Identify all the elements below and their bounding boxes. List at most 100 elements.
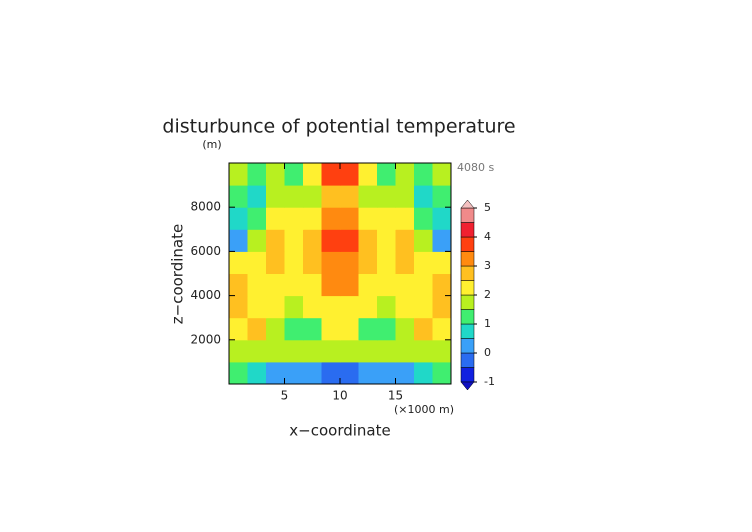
contour-cell — [432, 207, 452, 230]
contour-cell — [303, 163, 322, 186]
contour-cell — [284, 295, 304, 319]
contour-cell — [395, 295, 415, 319]
colorbar-tick-label: 4 — [484, 230, 491, 243]
contour-cell — [395, 207, 415, 230]
contour-cell — [247, 317, 267, 341]
colorbar-band — [460, 367, 475, 383]
contour-cell — [284, 207, 304, 230]
contour-cell — [266, 339, 285, 363]
contour-cell — [284, 229, 304, 252]
contour-cell — [266, 295, 285, 319]
contour-cell — [321, 317, 341, 341]
contour-cell — [414, 273, 433, 297]
contour-cell — [247, 339, 267, 363]
colorbar-band — [460, 309, 475, 325]
contour-cell — [284, 251, 304, 274]
colorbar-over — [460, 199, 475, 209]
y-axis-label: z−coordinate — [169, 224, 187, 324]
contour-cell — [414, 163, 433, 186]
contour-cell — [247, 273, 267, 297]
contour-cell — [303, 251, 322, 274]
contour-cell — [414, 317, 433, 341]
contour-cell — [340, 185, 359, 208]
contour-cell — [358, 229, 378, 252]
contour-cell — [432, 229, 452, 252]
contour-cell — [414, 361, 433, 385]
colorbar-band — [460, 207, 475, 223]
contour-cell — [414, 295, 433, 319]
contour-cell — [247, 251, 267, 274]
contour-cell — [377, 207, 396, 230]
contour-cell — [340, 317, 359, 341]
colorbar-tick-label: -1 — [484, 375, 495, 388]
contour-cell — [247, 295, 267, 319]
contour-cell — [377, 251, 396, 274]
contour-cell — [229, 339, 248, 363]
contour-cell — [432, 185, 452, 208]
contour-cell — [340, 361, 359, 385]
contour-cell — [377, 339, 396, 363]
contour-cell — [266, 317, 285, 341]
contour-cell — [340, 339, 359, 363]
contour-cell — [395, 339, 415, 363]
contour-cell — [321, 251, 341, 274]
chart-title: disturbunce of potential temperature — [162, 116, 515, 138]
contour-cell — [284, 185, 304, 208]
contour-cell — [229, 317, 248, 341]
contour-cell — [303, 185, 322, 208]
contour-cell — [358, 251, 378, 274]
contour-cell — [358, 361, 378, 385]
colorbar-band — [460, 352, 475, 368]
contour-cell — [340, 229, 359, 252]
colorbar-band — [460, 222, 475, 238]
contour-cell — [395, 273, 415, 297]
contour-cell — [266, 361, 285, 385]
contour-cell — [358, 339, 378, 363]
contour-cell — [303, 207, 322, 230]
contour-cell — [229, 251, 248, 274]
contour-cell — [358, 163, 378, 186]
y-tick-label: 8000 — [190, 200, 221, 214]
colorbar-band — [460, 236, 475, 252]
contour-cell — [432, 163, 452, 186]
contour-cell — [358, 295, 378, 319]
contour-cell — [414, 185, 433, 208]
contour-cell — [395, 251, 415, 274]
contour-cell — [377, 361, 396, 385]
contour-cell — [229, 163, 248, 186]
contour-cell — [284, 317, 304, 341]
contour-cell — [358, 317, 378, 341]
contour-cell — [321, 361, 341, 385]
contour-cell — [321, 185, 341, 208]
y-tick-label: 2000 — [190, 332, 221, 346]
contour-cell — [395, 185, 415, 208]
contour-cell — [321, 229, 341, 252]
x-tick-label: 5 — [281, 389, 289, 403]
x-unit: (×1000 m) — [394, 403, 454, 416]
colorbar-tick-label: 1 — [484, 317, 491, 330]
contour-cell — [266, 185, 285, 208]
colorbar-tick-label: 2 — [484, 288, 491, 301]
colorbar-band — [460, 294, 475, 310]
contour-cell — [229, 273, 248, 297]
contour-cell — [358, 207, 378, 230]
colorbar-band — [460, 338, 475, 354]
contour-cell — [247, 185, 267, 208]
contour-cell — [377, 295, 396, 319]
contour-cell — [266, 229, 285, 252]
contour-cell — [284, 361, 304, 385]
contour-cell — [247, 229, 267, 252]
contour-cell — [229, 229, 248, 252]
contour-cell — [229, 295, 248, 319]
colorbar-band — [460, 265, 475, 281]
contour-cell — [266, 207, 285, 230]
contour-cell — [340, 207, 359, 230]
x-tick-label: 10 — [332, 389, 347, 403]
contour-cell — [284, 339, 304, 363]
contour-cell — [340, 163, 359, 186]
contour-cell — [321, 295, 341, 319]
contour-cell — [321, 339, 341, 363]
contour-cell — [229, 185, 248, 208]
contour-cell — [377, 273, 396, 297]
contour-cell — [395, 361, 415, 385]
